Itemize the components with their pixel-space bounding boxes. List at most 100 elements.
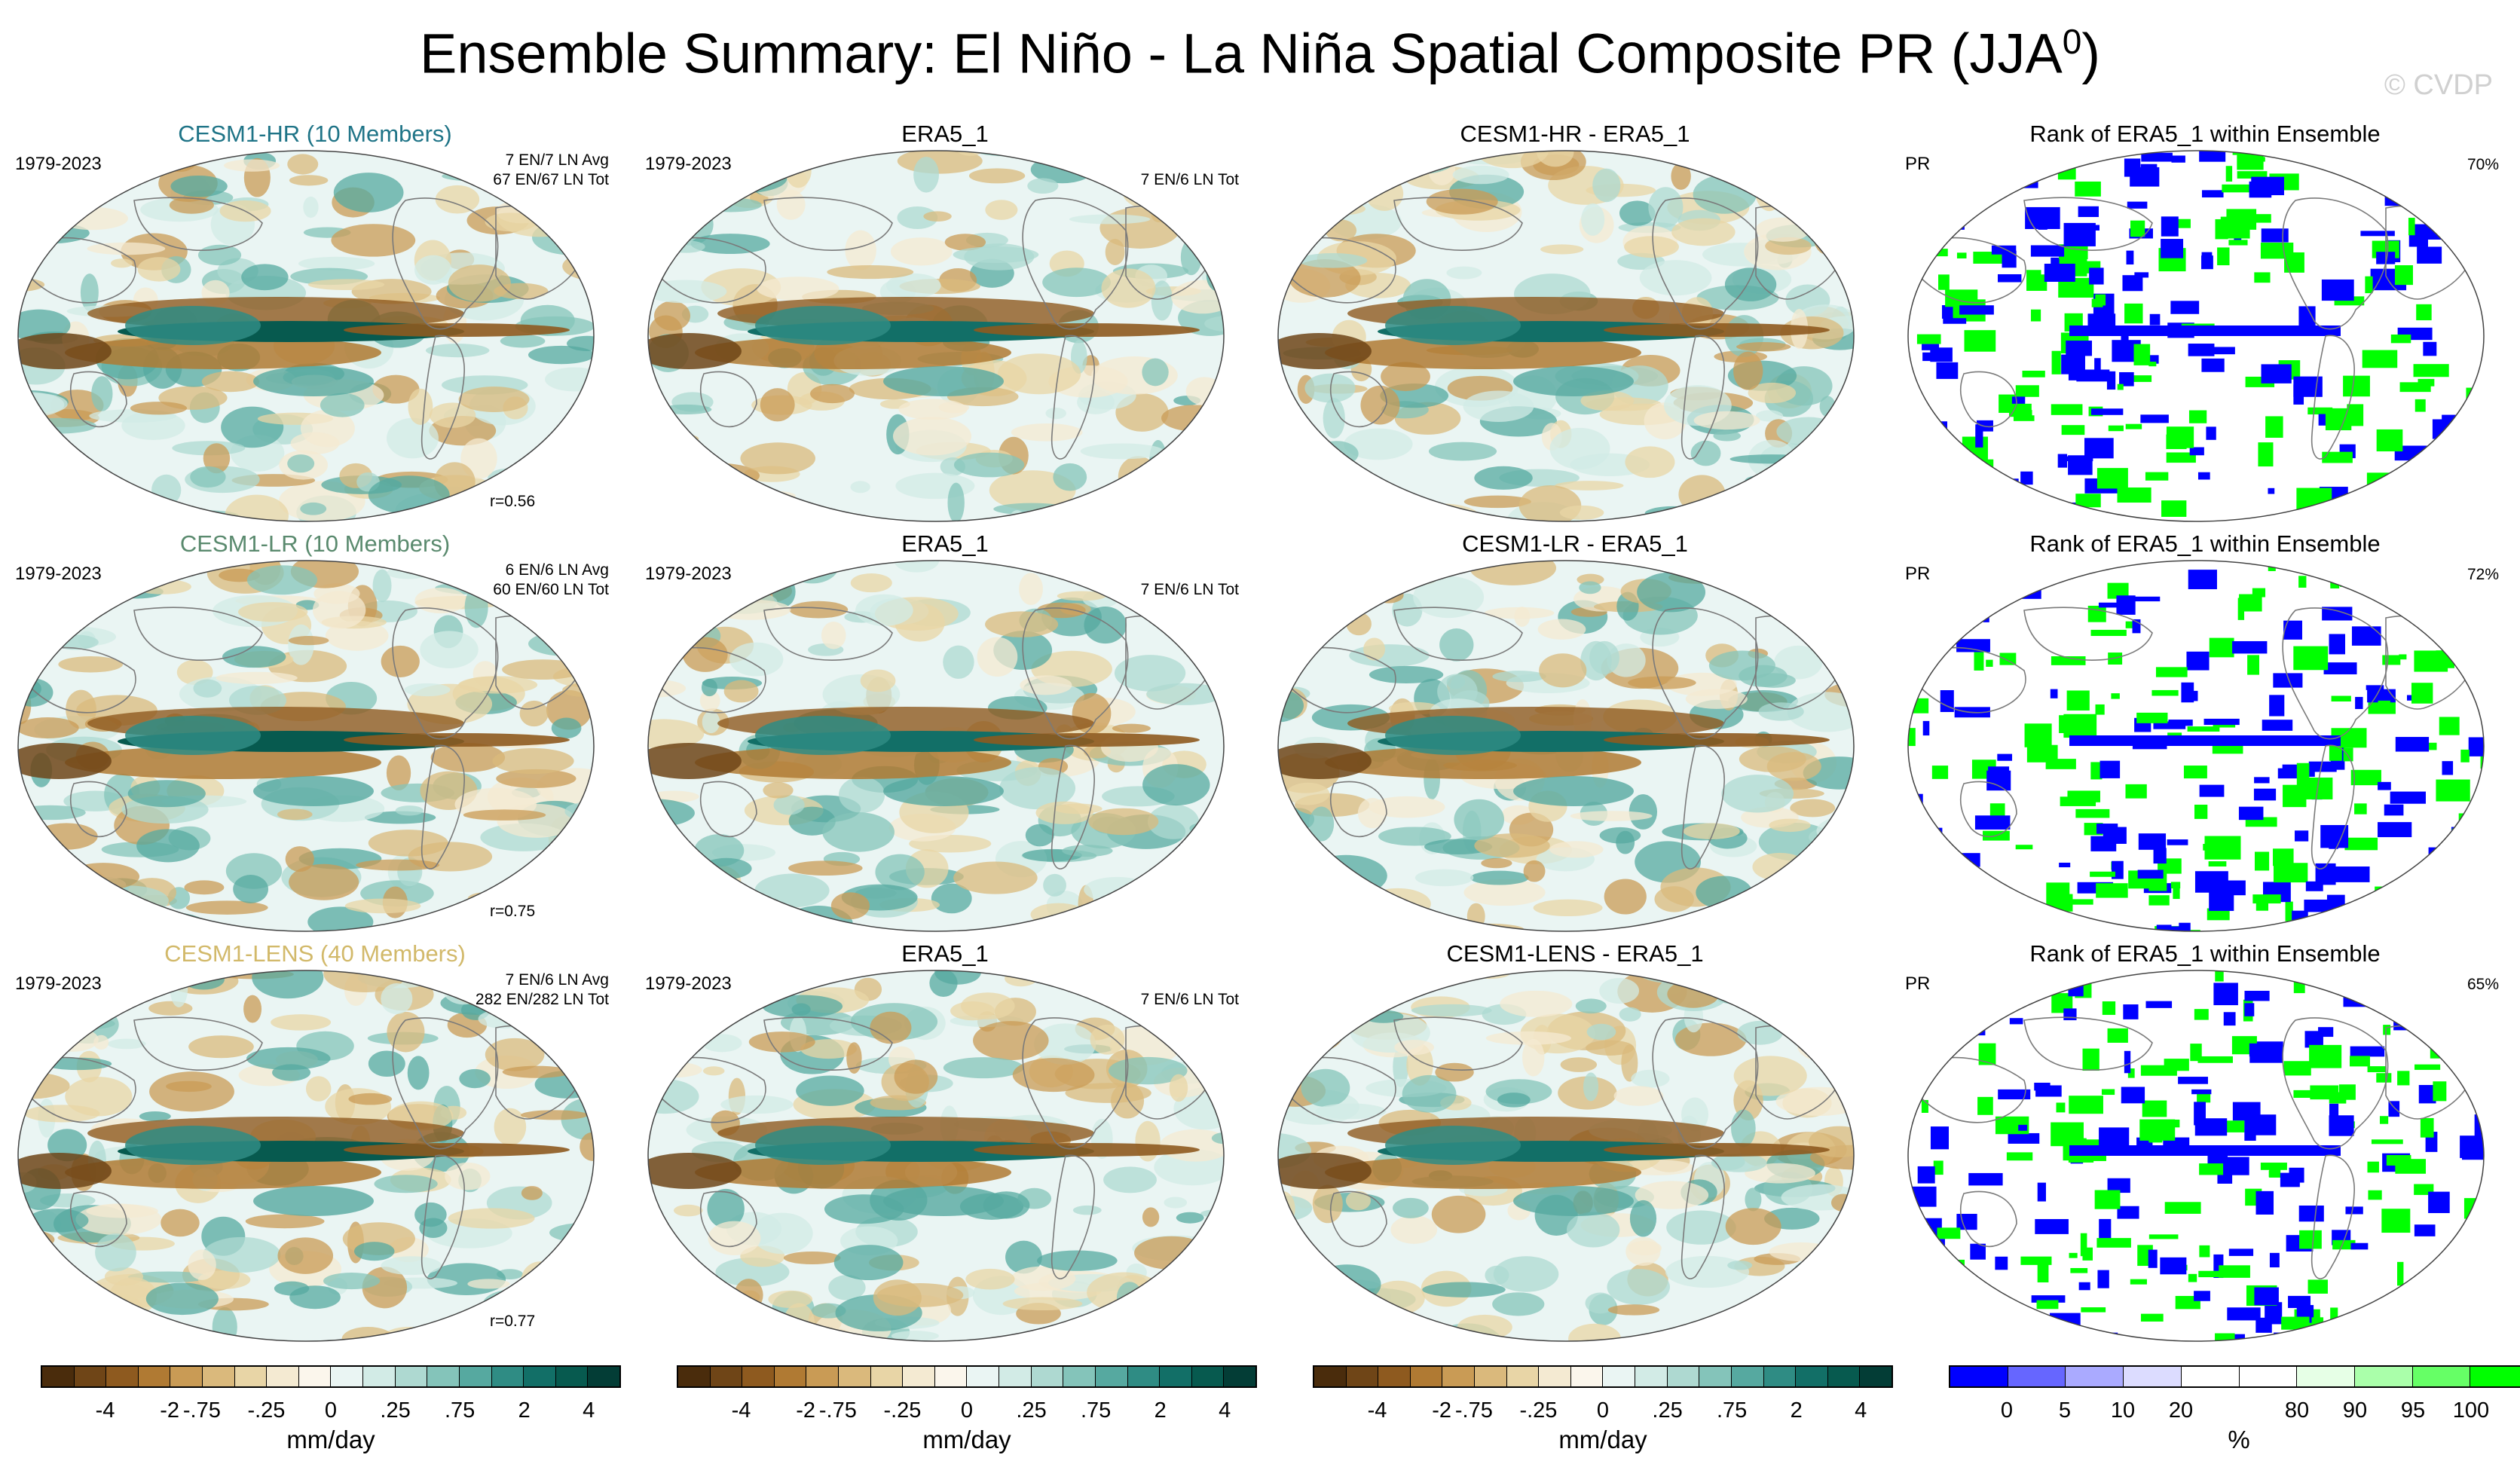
map-diff <box>1277 560 1855 932</box>
colorbar-box <box>1095 1367 1128 1386</box>
panel-title: Rank of ERA5_1 within Ensemble <box>2029 940 2381 967</box>
colorbar-tick-label: -2 <box>160 1398 180 1423</box>
colorbar-box <box>1950 1367 2008 1386</box>
colorbar-box <box>267 1367 299 1386</box>
map-field <box>648 970 1224 1341</box>
colorbar-box <box>1570 1367 1604 1386</box>
period-label: 1979-2023 <box>645 564 732 584</box>
colorbar-box <box>1224 1367 1255 1386</box>
map-field <box>18 970 594 1341</box>
colorbar-box <box>491 1367 524 1386</box>
colorbar-tick-label: 0 <box>324 1398 338 1423</box>
colorbar-box <box>203 1367 235 1386</box>
colorbar-box <box>1635 1367 1668 1386</box>
map-obs <box>647 970 1225 1342</box>
colorbar-box <box>1603 1367 1636 1386</box>
pattern-correlation: r=0.56 <box>490 493 536 510</box>
count-label: 7 EN/6 LN Tot <box>1140 581 1239 598</box>
panel-diff: CESM1-HR - ERA5_1 <box>1260 121 1890 531</box>
colorbar-tick-label: -2 <box>796 1398 816 1423</box>
map-field <box>18 151 594 521</box>
count-label: 7 EN/6 LN Tot <box>1140 991 1239 1008</box>
colorbar-box <box>42 1367 75 1386</box>
colorbar-tick-label: -.25 <box>247 1398 286 1423</box>
map-field <box>1908 151 2484 521</box>
colorbar-tick-label: 90 <box>2342 1398 2368 1423</box>
colorbar-box <box>1346 1367 1379 1386</box>
colorbar-tick-label: 2 <box>1790 1398 1803 1423</box>
colorbar-box <box>234 1367 268 1386</box>
map-field <box>1278 561 1854 931</box>
colorbar-boxes <box>1949 1365 2520 1388</box>
panel-title: Rank of ERA5_1 within Ensemble <box>2029 121 2381 147</box>
count-line1: 7 EN/6 LN Avg <box>505 971 609 989</box>
colorbar-boxes <box>41 1365 621 1388</box>
colorbar-box <box>2354 1367 2413 1386</box>
colorbar-tick-label: 0 <box>2000 1398 2014 1423</box>
panel-obs: ERA5_1 1979-2023 7 EN/6 LN Tot <box>630 940 1260 1351</box>
colorbar-tick-label: 10 <box>2110 1398 2136 1423</box>
colorbar-box <box>2181 1367 2240 1386</box>
colorbar-box <box>138 1367 171 1386</box>
count-line1: 6 EN/6 LN Avg <box>505 561 609 579</box>
colorbar-box <box>1378 1367 1411 1386</box>
colorbar-box <box>1475 1367 1507 1386</box>
colorbar-rank: 0 5 10 20 80 90 95 100% <box>1949 1365 2520 1453</box>
colorbar-box <box>395 1367 428 1386</box>
period-label: 1979-2023 <box>15 564 102 584</box>
colorbar-boxes <box>1313 1365 1893 1388</box>
colorbar-tick-label: .25 <box>1652 1398 1683 1423</box>
colorbar-tick-label: -.25 <box>883 1398 922 1423</box>
count-line2: 67 EN/67 LN Tot <box>493 171 609 189</box>
colorbar-tick-label: 20 <box>2168 1398 2194 1423</box>
panel-title: ERA5_1 <box>901 530 989 557</box>
colorbar-tick-label: 100 <box>2452 1398 2490 1423</box>
panel-title: CESM1-HR (10 Members) <box>178 121 452 147</box>
panel-diff: CESM1-LENS - ERA5_1 <box>1260 940 1890 1351</box>
colorbar-box <box>1160 1367 1192 1386</box>
colorbar-box <box>1410 1367 1443 1386</box>
colorbar-tick-label: 2 <box>518 1398 531 1423</box>
colorbar-box <box>934 1367 968 1386</box>
colorbar-box <box>2066 1367 2124 1386</box>
pattern-correlation: r=0.75 <box>490 903 536 920</box>
variable-label: PR <box>1905 564 1931 584</box>
colorbar-box <box>1763 1367 1797 1386</box>
colorbar-box <box>2239 1367 2298 1386</box>
colorbar-tick-label: 5 <box>2058 1398 2072 1423</box>
colorbar-tick-label: 0 <box>1596 1398 1610 1423</box>
colorbar-box <box>1506 1367 1540 1386</box>
colorbar-box <box>74 1367 107 1386</box>
colorbar-box <box>524 1367 556 1386</box>
map-field <box>1278 151 1854 521</box>
colorbar-box <box>2412 1367 2471 1386</box>
panel-diff: CESM1-LR - ERA5_1 <box>1260 530 1890 941</box>
panel-title: CESM1-LR - ERA5_1 <box>1462 530 1688 557</box>
rank-percent: 70% <box>2466 156 2499 173</box>
colorbar-box <box>999 1367 1032 1386</box>
panel-rank: Rank of ERA5_1 within Ensemble PR 70% <box>1890 121 2520 531</box>
panel-obs: ERA5_1 1979-2023 7 EN/6 LN Tot <box>630 121 1260 531</box>
colorbar-box <box>1127 1367 1161 1386</box>
map-rank <box>1907 150 2485 522</box>
map-field <box>648 561 1224 931</box>
colorbar-tick-label: .75 <box>1716 1398 1748 1423</box>
colorbar-box <box>459 1367 492 1386</box>
colorbar-box <box>903 1367 935 1386</box>
count-label: 7 EN/7 LN Avg 67 EN/67 LN Tot <box>493 151 609 191</box>
period-label: 1979-2023 <box>645 973 732 994</box>
colorbar-tick-label: -2 <box>1432 1398 1452 1423</box>
colorbar-box <box>1314 1367 1347 1386</box>
count-label: 6 EN/6 LN Avg 60 EN/60 LN Tot <box>493 561 609 601</box>
colorbar-tick-label: -4 <box>1367 1398 1387 1423</box>
colorbar-box <box>170 1367 203 1386</box>
colorbar-tick-label: 4 <box>1855 1398 1867 1423</box>
period-label: 1979-2023 <box>15 154 102 174</box>
pattern-correlation: r=0.77 <box>490 1313 536 1330</box>
colorbar-box <box>742 1367 775 1386</box>
colorbar-box <box>806 1367 839 1386</box>
colorbar-box <box>1827 1367 1861 1386</box>
colorbar-box <box>1731 1367 1764 1386</box>
colorbar-tick-label: -4 <box>731 1398 751 1423</box>
page-title: Ensemble Summary: El Niño - La Niña Spat… <box>420 22 2100 85</box>
